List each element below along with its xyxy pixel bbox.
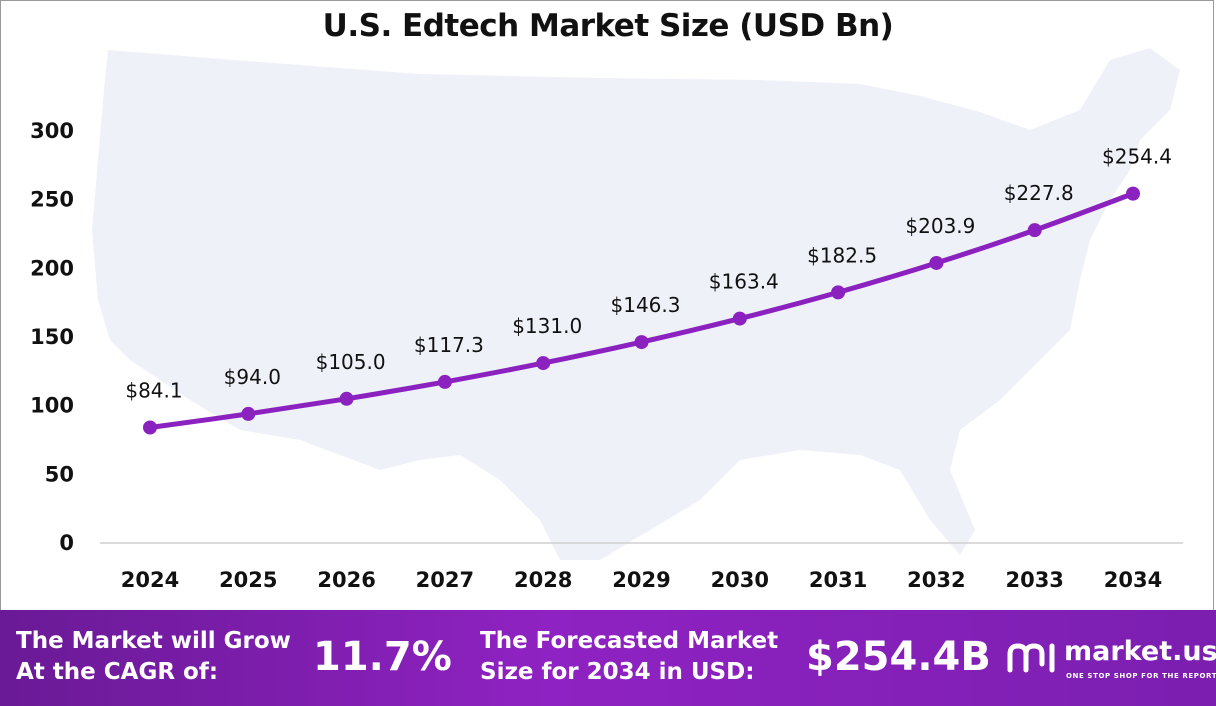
data-label: $131.0	[512, 314, 582, 338]
y-tick-label: 300	[30, 119, 74, 143]
data-label: $146.3	[611, 293, 681, 317]
y-tick-label: 150	[30, 325, 74, 349]
cagr-label-line1: The Market will Grow	[16, 628, 291, 654]
data-point	[536, 356, 551, 371]
x-tick-label: 2028	[514, 568, 572, 592]
x-tick-label: 2027	[416, 568, 474, 592]
brand-tagline: ONE STOP SHOP FOR THE REPORTS	[1066, 672, 1216, 680]
data-point	[929, 255, 944, 270]
x-tick-label: 2032	[907, 568, 965, 592]
data-point	[831, 285, 846, 300]
x-tick-label: 2025	[219, 568, 277, 592]
x-tick-label: 2034	[1104, 568, 1162, 592]
chart-title: U.S. Edtech Market Size (USD Bn)	[322, 8, 894, 44]
us-map-background	[92, 48, 1180, 560]
data-point	[634, 335, 649, 350]
cagr-label-line2: At the CAGR of:	[16, 659, 219, 685]
data-point	[241, 406, 256, 421]
cagr-label: The Market will Grow At the CAGR of:	[16, 626, 291, 688]
footer-banner: The Market will Grow At the CAGR of: 11.…	[0, 610, 1216, 706]
x-tick-label: 2029	[612, 568, 670, 592]
data-label: $94.0	[224, 365, 281, 389]
data-point	[437, 374, 452, 389]
forecast-label-line1: The Forecasted Market	[480, 628, 779, 654]
data-point	[1027, 223, 1042, 238]
y-tick-label: 100	[30, 394, 74, 418]
x-tick-label: 2024	[121, 568, 179, 592]
x-tick-label: 2030	[711, 568, 769, 592]
y-tick-label: 0	[59, 531, 74, 555]
x-tick-label: 2033	[1005, 568, 1063, 592]
forecast-label-line2: Size for 2034 in USD:	[480, 659, 755, 685]
brand-name: market.us	[1064, 636, 1216, 667]
data-label: $84.1	[125, 379, 182, 403]
cagr-value: 11.7%	[313, 634, 452, 680]
data-point	[1126, 186, 1140, 201]
data-point	[339, 391, 354, 406]
data-label: $105.0	[316, 350, 386, 374]
line-chart: 0 50 100 150 200 250 300 2024 2025 2026 2027 2028 2…	[30, 48, 1183, 592]
data-point	[143, 420, 157, 435]
forecast-value: $254.4B	[806, 634, 991, 680]
data-label: $117.3	[414, 333, 484, 357]
y-tick-label: 200	[30, 256, 74, 280]
market-us-logo-icon	[1007, 643, 1055, 673]
y-tick-label: 250	[30, 188, 74, 212]
x-tick-label: 2031	[809, 568, 867, 592]
data-label: $163.4	[709, 270, 779, 294]
data-point	[732, 311, 747, 326]
forecast-label: The Forecasted Market Size for 2034 in U…	[480, 626, 778, 688]
y-tick-label: 50	[45, 462, 74, 486]
data-label: $203.9	[905, 214, 975, 238]
x-tick-label: 2026	[317, 568, 375, 592]
data-label: $182.5	[807, 243, 877, 267]
data-label: $227.8	[1004, 181, 1074, 205]
data-label: $254.4	[1102, 145, 1172, 169]
